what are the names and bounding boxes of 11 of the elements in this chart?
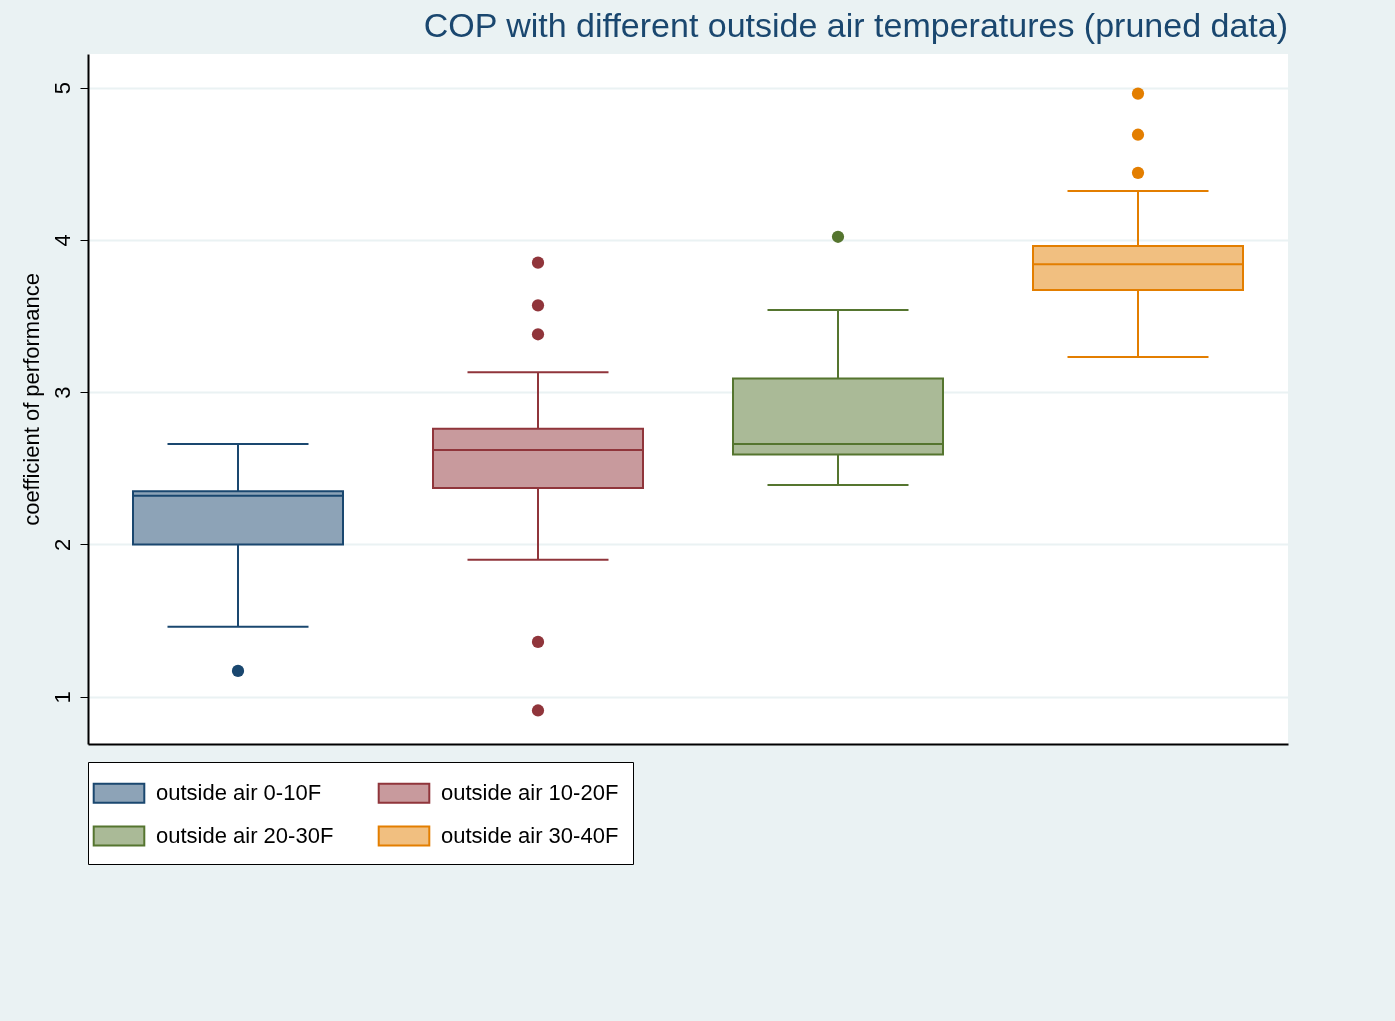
y-tick-label: 3	[49, 386, 75, 399]
legend-label: outside air 30-40F	[441, 823, 619, 848]
y-tick-label: 4	[49, 234, 75, 247]
chart-title: COP with different outside air temperatures (pruned data)	[423, 6, 1288, 44]
y-tick-label: 5	[49, 81, 75, 95]
y-tick-label: 2	[49, 538, 75, 552]
y-tick-label: 1	[49, 691, 75, 704]
legend-label: outside air 0-10F	[156, 780, 322, 806]
legend-label: outside air 20-30F	[156, 823, 334, 848]
y-axis-title: coefficient of performance	[18, 273, 44, 526]
legend-label: outside air 10-20F	[441, 780, 619, 806]
